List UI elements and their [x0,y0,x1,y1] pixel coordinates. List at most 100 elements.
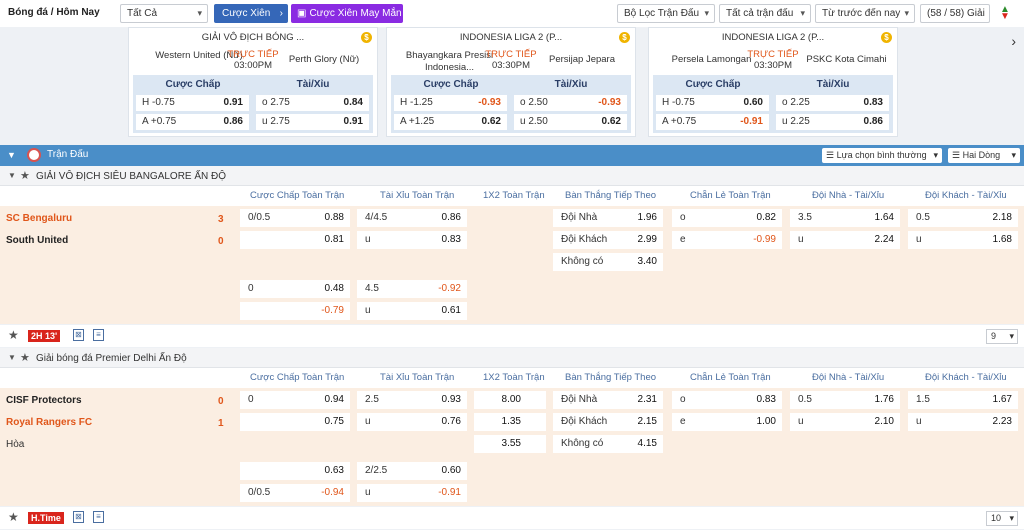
match-time-badge: 2H 13' [28,330,61,342]
odds-value: 1.64 [874,212,894,223]
odds-cell[interactable]: u 1.68 [908,231,1018,249]
odds-cell[interactable]: u 2.25 0.86 [776,114,889,130]
sort-toggle-icon[interactable]: ▲ ▼ [1000,4,1010,22]
odds-cell[interactable]: o 0.83 [672,391,782,409]
odds-cell[interactable]: 2.5 0.93 [357,391,467,409]
list-icon: ☰ [952,150,963,160]
parlay-button[interactable]: Cược Xiên › [214,4,288,23]
odds-cell[interactable]: 0.5 2.18 [908,209,1018,227]
odds-cell[interactable]: o 2.75 0.84 [256,95,369,111]
page-title: Bóng đá / Hôm Nay [8,7,100,18]
odds-line: o 2.50 [520,97,548,108]
odds-cell[interactable]: e -0.99 [672,231,782,249]
odds-value: -0.94 [321,487,344,498]
all-matches-select[interactable]: Tất cả trận đấu ▾ [719,4,811,23]
odds-value: 2.31 [637,394,657,405]
odds-cell[interactable]: u -0.91 [357,484,467,502]
odds-cell[interactable]: Đội Khách 2.99 [553,231,663,249]
field-icon[interactable]: ⊠ [73,511,84,523]
featured-match-card[interactable]: INDONESIA LIGA 2 (P... $ Persela Lamonga… [648,27,898,137]
odds-value: 0.93 [441,394,461,405]
collapse-chevron-icon[interactable]: ▼ [8,171,16,180]
more-markets-select[interactable]: 9 ▾ [986,329,1018,344]
league-header[interactable]: ▼ ★ Giải bóng đá Premier Delhi Ấn Độ [0,348,1024,368]
odds-cell[interactable]: 0.5 1.76 [790,391,900,409]
league-count-select[interactable]: (58 / 58) Giải [920,4,990,23]
odds-value: 2.10 [874,416,894,427]
odds-cell[interactable]: u 0.61 [357,302,467,320]
odds-cell[interactable]: 0.63 [240,462,350,480]
odds-line: u [365,234,371,245]
star-icon[interactable]: ★ [8,510,19,524]
odds-cell[interactable]: u 2.75 0.91 [256,114,369,130]
odds-cell[interactable]: A +0.75 -0.91 [656,114,769,130]
odds-cell[interactable]: 3.55 [474,435,546,453]
odds-cell[interactable]: u 0.83 [357,231,467,249]
featured-match-card[interactable]: INDONESIA LIGA 2 (P... $ Bhayangkara Pre… [386,27,636,137]
odds-value: 0.81 [324,234,344,245]
odds-cell[interactable]: u 2.50 0.62 [514,114,627,130]
odds-cell[interactable]: H -1.25 -0.93 [394,95,507,111]
lucky-parlay-button[interactable]: ▣ Cược Xiên May Mắn [291,4,403,23]
odds-cell[interactable]: o 2.25 0.83 [776,95,889,111]
odds-cell[interactable]: u 2.10 [790,413,900,431]
odds-cell[interactable]: u 2.24 [790,231,900,249]
star-icon[interactable]: ★ [8,328,19,342]
next-arrow-icon[interactable]: › [1011,33,1016,49]
odds-cell[interactable]: o 0.82 [672,209,782,227]
odds-cell[interactable]: Đội Nhà 2.31 [553,391,663,409]
odds-cell[interactable]: H -0.75 0.60 [656,95,769,111]
coin-icon: $ [881,32,892,43]
odds-cell[interactable]: 0.75 [240,413,350,431]
odds-cell[interactable]: e 1.00 [672,413,782,431]
sport-filter-select[interactable]: Tất Cả ▾ [120,4,208,23]
odds-cell[interactable]: Đội Khách 2.15 [553,413,663,431]
match-filter-select[interactable]: Bộ Lọc Trận Đấu ▾ [617,4,715,23]
more-markets-select[interactable]: 10 ▾ [986,511,1018,526]
odds-line: 0 [248,394,254,405]
odds-cell[interactable]: H -0.75 0.91 [136,95,249,111]
match-time: 03:30PM [491,60,531,71]
view-mode-select[interactable]: ☰ Lựa chọn bình thường ▾ [822,148,942,163]
odds-cell[interactable]: u 2.23 [908,413,1018,431]
collapse-chevron-icon[interactable]: ▼ [8,353,16,362]
league-header[interactable]: ▼ ★ GIẢI VÔ ĐỊCH SIÊU BANGALORE ẤN ĐỘ [0,166,1024,186]
field-icon[interactable]: ⊠ [73,329,84,341]
odds-value: 0.61 [441,305,461,316]
odds-cell[interactable]: o 2.50 -0.93 [514,95,627,111]
sort-select[interactable]: Từ trước đến nay ▾ [815,4,915,23]
star-icon[interactable]: ★ [20,352,30,364]
odds-line: u 2.75 [262,116,290,127]
odds-cell[interactable]: A +1.25 0.62 [394,114,507,130]
odds-cell[interactable]: 1.5 1.67 [908,391,1018,409]
odds-cell[interactable]: 4.5 -0.92 [357,280,467,298]
lines-select[interactable]: ☰ Hai Dòng ▾ [948,148,1020,163]
featured-odds-table: Cược Chấp Tài/Xỉu H -0.75 0.60 o 2.25 0.83… [653,75,893,133]
odds-cell[interactable]: Không có 3.40 [553,253,663,271]
star-icon[interactable]: ★ [20,170,30,182]
odds-value: 1.96 [637,212,657,223]
odds-cell[interactable]: 4/4.5 0.86 [357,209,467,227]
live-status: TRỰC TIẾP [747,49,799,60]
collapse-chevron-icon[interactable]: ▼ [7,150,16,160]
odds-cell[interactable]: 8.00 [474,391,546,409]
odds-value: 0.62 [601,116,621,127]
odds-cell[interactable]: 0/0.5 0.88 [240,209,350,227]
odds-cell[interactable]: 2/2.5 0.60 [357,462,467,480]
odds-cell[interactable]: Không có 4.15 [553,435,663,453]
odds-cell[interactable]: Đội Nhà 1.96 [553,209,663,227]
odds-cell[interactable]: 3.5 1.64 [790,209,900,227]
odds-cell[interactable]: 1.35 [474,413,546,431]
column-header: 1X2 Toàn Trận [483,190,545,201]
stats-icon[interactable]: ≡ [93,329,104,341]
odds-cell[interactable]: u 0.76 [357,413,467,431]
odds-cell[interactable]: 0 0.48 [240,280,350,298]
stats-icon[interactable]: ≡ [93,511,104,523]
odds-cell[interactable]: 0/0.5 -0.94 [240,484,350,502]
odds-cell[interactable]: 0 0.94 [240,391,350,409]
live-status: TRỰC TIẾP [485,49,537,60]
odds-cell[interactable]: A +0.75 0.86 [136,114,249,130]
featured-match-card[interactable]: GIẢI VÔ ĐỊCH BÓNG ... $ Western United (… [128,27,378,137]
odds-cell[interactable]: 0.81 [240,231,350,249]
odds-cell[interactable]: -0.79 [240,302,350,320]
